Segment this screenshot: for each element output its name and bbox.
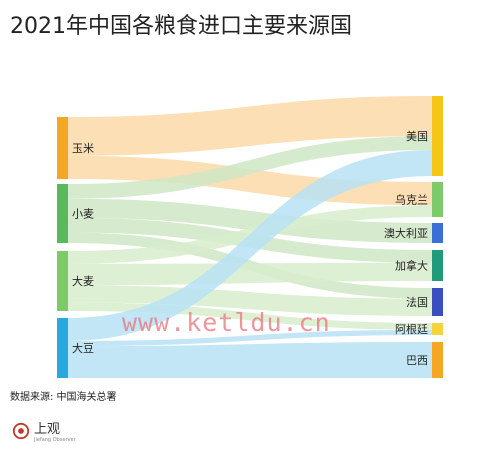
sankey-link-corn-usa — [68, 96, 432, 156]
sankey-link-soybean-usa — [68, 150, 432, 341]
source-note: 数据来源: 中国海关总署 — [10, 392, 117, 403]
node-bar-australia — [432, 223, 443, 243]
node-bar-argentina — [432, 323, 443, 335]
sankey-link-barley-france — [68, 285, 432, 316]
node-label-corn: 玉米 — [72, 142, 94, 155]
logo-mark-icon — [12, 422, 30, 439]
node-label-ukraine: 乌克兰 — [395, 193, 428, 207]
node-bar-france — [432, 288, 443, 316]
logo-name: 上观 — [34, 422, 61, 437]
sankey-link-soybean-argentina — [68, 329, 432, 347]
node-label-barley: 大麦 — [72, 274, 94, 288]
sankey-link-wheat-australia — [68, 198, 432, 243]
node-bar-barley — [57, 251, 68, 311]
node-bar-wheat — [57, 184, 68, 243]
node-label-wheat: 小麦 — [72, 208, 94, 221]
node-bar-soybean — [57, 318, 68, 378]
node-label-france: 法国 — [406, 295, 428, 309]
node-label-brazil: 巴西 — [406, 354, 428, 367]
node-label-soybean: 大豆 — [72, 341, 94, 355]
publisher-logo: 上观 Jiefang Observer — [12, 418, 76, 443]
node-label-argentina: 阿根廷 — [395, 322, 428, 336]
node-label-canada: 加拿大 — [395, 259, 428, 273]
node-bar-ukraine — [432, 182, 443, 217]
node-bar-brazil — [432, 342, 443, 378]
page-title: 2021年中国各粮食进口主要来源国 — [10, 14, 352, 39]
logo-subtitle: Jiefang Observer — [34, 437, 76, 443]
sankey-link-soybean-brazil — [68, 342, 432, 378]
node-bar-usa — [432, 96, 443, 176]
node-label-usa: 美国 — [406, 130, 428, 143]
node-label-australia: 澳大利亚 — [384, 226, 428, 240]
sankey-links — [68, 96, 432, 378]
node-bar-canada — [432, 250, 443, 281]
watermark-text: www.ketldu.cn — [122, 308, 331, 337]
node-bar-corn — [57, 117, 68, 179]
sankey-link-barley-canada — [68, 262, 432, 286]
sankey-link-wheat-usa — [68, 136, 432, 199]
